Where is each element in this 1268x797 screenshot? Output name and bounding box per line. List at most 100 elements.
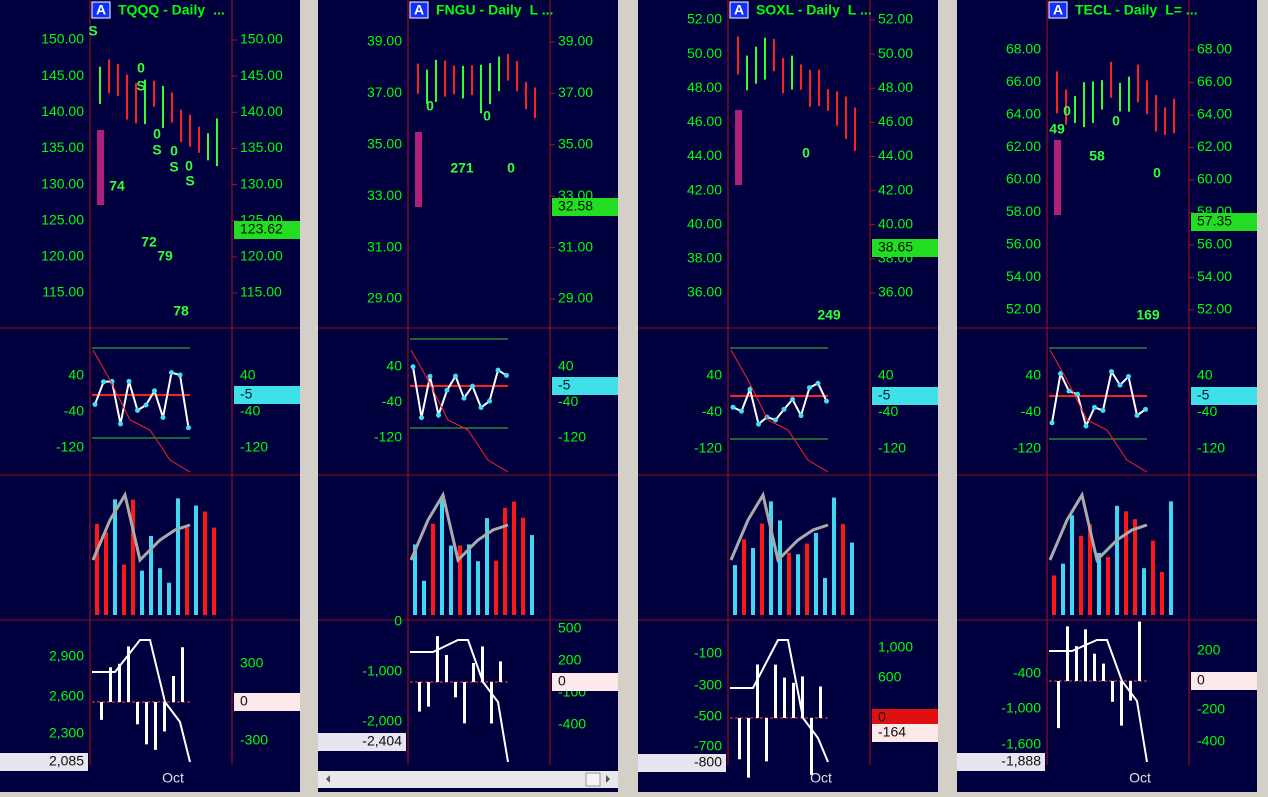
osc-tag-box bbox=[234, 386, 300, 404]
flow-bar bbox=[1093, 653, 1096, 681]
osc-tick-label: 40 bbox=[1025, 367, 1041, 383]
volume-bar bbox=[1133, 519, 1137, 615]
osc-dot bbox=[478, 405, 484, 411]
price-tick-label: 66.00 bbox=[1006, 73, 1041, 89]
flow-bar bbox=[154, 702, 157, 750]
flow-bar bbox=[792, 682, 795, 718]
osc-dot bbox=[1143, 406, 1148, 412]
price-tick-label: 140.00 bbox=[41, 103, 84, 119]
scroll-right[interactable] bbox=[606, 775, 610, 783]
signal-label: 0 bbox=[137, 60, 145, 76]
bottom-tag-box bbox=[638, 754, 726, 772]
volume-bar bbox=[131, 499, 135, 615]
price-tick-label: 46.00 bbox=[878, 113, 913, 129]
flow-bar bbox=[499, 661, 502, 682]
bottom-tick-label: -2,000 bbox=[362, 713, 402, 729]
flow-bar bbox=[1075, 646, 1078, 681]
osc-dot bbox=[444, 387, 450, 393]
osc-tag: -5 bbox=[878, 387, 891, 403]
flow-bar bbox=[1057, 681, 1060, 729]
badge-box bbox=[91, 1, 111, 19]
osc-dot bbox=[1117, 382, 1123, 388]
scroll-thumb[interactable] bbox=[585, 772, 601, 787]
osc-dot bbox=[461, 395, 467, 401]
price-tick-label: 39.00 bbox=[367, 33, 402, 49]
volume-bar bbox=[1151, 540, 1155, 615]
signal-label: 0 bbox=[507, 160, 515, 176]
volume-bar bbox=[485, 518, 489, 615]
osc-tick-label: -120 bbox=[1013, 440, 1041, 456]
osc-tick-label: -120 bbox=[374, 429, 402, 445]
flow-bar bbox=[145, 702, 148, 745]
flow-bar bbox=[756, 664, 759, 718]
volume-bar bbox=[823, 578, 827, 615]
osc-tick-label: 40 bbox=[240, 367, 256, 383]
price-tick-label: 37.00 bbox=[367, 84, 402, 100]
price-tick-label: 37.00 bbox=[558, 84, 593, 100]
price-tag-box bbox=[872, 239, 938, 257]
signal-label: 0 bbox=[1153, 165, 1161, 181]
osc-dot bbox=[126, 378, 132, 384]
price-tick-label: 52.00 bbox=[1006, 301, 1041, 317]
bottom-tick-label: 200 bbox=[1197, 642, 1221, 658]
bottom-tick-label: -400 bbox=[1013, 665, 1041, 681]
osc-dot bbox=[1126, 373, 1131, 379]
volume-line bbox=[91, 491, 191, 563]
price-tick-label: 50.00 bbox=[687, 45, 722, 61]
flow-bar bbox=[1102, 663, 1105, 681]
price-tick-label: 54.00 bbox=[1006, 268, 1041, 284]
volume-bar bbox=[1070, 515, 1074, 615]
chart-panel: A TECL - Daily L= ... 68.00 68.00 66.00 66.00 6… bbox=[957, 0, 1257, 792]
volume-bar bbox=[422, 580, 426, 615]
osc-dot bbox=[1092, 404, 1097, 410]
volume-bar bbox=[140, 570, 144, 615]
flow-bar bbox=[463, 682, 466, 724]
signal-label: 74 bbox=[109, 178, 125, 194]
price-tick-label: 120.00 bbox=[240, 248, 283, 264]
flow-bar bbox=[738, 718, 741, 760]
bottom-tag: -1,888 bbox=[1001, 753, 1041, 769]
osc-tag: -5 bbox=[1197, 387, 1210, 403]
volume-bar bbox=[841, 523, 845, 615]
volume-bar bbox=[113, 499, 117, 615]
bottom-tick-label: -100 bbox=[694, 645, 722, 661]
bottom-tag-box bbox=[872, 724, 938, 742]
volume-bar bbox=[449, 545, 453, 615]
scrollbar[interactable] bbox=[318, 771, 618, 788]
osc-tick-label: -120 bbox=[694, 440, 722, 456]
bottom-tag-box bbox=[552, 673, 618, 691]
x-axis-label: Oct bbox=[1129, 770, 1151, 786]
badge-box bbox=[729, 1, 749, 19]
volume-bar bbox=[431, 523, 435, 615]
osc-tag-box bbox=[1191, 387, 1257, 405]
price-tag-box bbox=[234, 221, 300, 239]
osc-dot bbox=[152, 388, 157, 394]
osc-tick-label: 40 bbox=[1197, 367, 1213, 383]
price-tick-label: 68.00 bbox=[1006, 41, 1041, 57]
signal-label: 0 bbox=[1063, 103, 1071, 119]
osc-dot bbox=[824, 398, 829, 404]
x-axis-label: Oct bbox=[162, 770, 184, 786]
price-tick-label: 68.00 bbox=[1197, 41, 1232, 57]
flow-bar bbox=[1120, 681, 1123, 726]
volume-bar bbox=[796, 554, 800, 615]
price-tick-label: 115.00 bbox=[42, 284, 84, 300]
volume-bar bbox=[95, 523, 99, 615]
price-tick-label: 125.00 bbox=[41, 211, 84, 227]
bottom-tick-label: 0 bbox=[394, 613, 402, 629]
osc-signal bbox=[730, 349, 829, 473]
badge: A bbox=[1053, 2, 1063, 18]
price-tick-label: 145.00 bbox=[41, 67, 84, 83]
title-suffix: L ... bbox=[530, 2, 554, 18]
signal-label: S bbox=[152, 142, 161, 158]
price-tick-label: 62.00 bbox=[1197, 138, 1232, 154]
osc-tick-label: -120 bbox=[56, 439, 84, 455]
volume-bar bbox=[832, 497, 836, 615]
volume-bar bbox=[185, 527, 189, 615]
osc-dot bbox=[1134, 412, 1140, 418]
flow-bar bbox=[1111, 681, 1114, 702]
panel-canvas: A TQQQ - Daily ... 150.00 150.00 145.00 145.00… bbox=[0, 0, 300, 786]
scroll-left[interactable] bbox=[326, 775, 330, 783]
flow-bar bbox=[427, 682, 430, 707]
price-tick-label: 48.00 bbox=[687, 79, 722, 95]
